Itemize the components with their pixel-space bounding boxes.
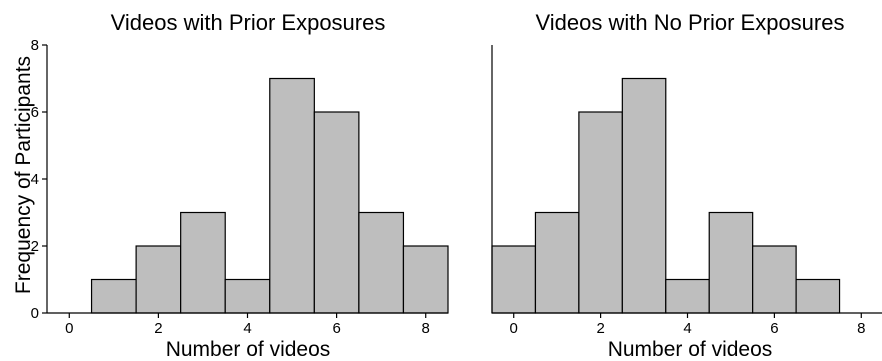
shared-y-axis-label: Frequency of Participants: [12, 56, 35, 294]
bar: [402, 245, 449, 314]
y-tick-label: 6: [31, 104, 39, 121]
x-tick-label: 2: [154, 320, 162, 337]
bar-series: [491, 77, 841, 314]
x-tick-label: 0: [510, 320, 518, 337]
x-tick-label: 6: [332, 320, 340, 337]
bar: [534, 211, 580, 314]
x-tick-label: 8: [422, 320, 430, 337]
x-tick-label: 6: [770, 320, 778, 337]
bar: [491, 245, 537, 314]
bar: [578, 111, 623, 314]
y-tick-label: 0: [31, 305, 39, 322]
bar-series: [90, 77, 449, 314]
bar: [313, 111, 360, 314]
bar: [795, 278, 841, 314]
bar: [708, 211, 754, 314]
panel-title: Videos with Prior Exposures: [111, 10, 386, 35]
bar: [358, 211, 405, 314]
y-tick-label: 4: [31, 171, 39, 188]
x-axis-label: Number of videos: [608, 338, 773, 361]
bar: [752, 245, 797, 314]
x-tick-label: 2: [596, 320, 604, 337]
y-tick-label: 2: [31, 238, 39, 255]
bar: [269, 77, 315, 314]
panel-no-prior-exposures: Videos with No Prior Exposures 0 2 4 6 8 Num…: [491, 10, 882, 361]
x-tick-label: 8: [857, 320, 865, 337]
axes: 0 2 4 6 8 0 2 4 6 8: [31, 37, 448, 337]
x-tick-label: 4: [243, 320, 251, 337]
bar: [224, 278, 271, 314]
bar: [135, 245, 182, 314]
axes: 0 2 4 6 8: [491, 45, 882, 337]
x-tick-label: 0: [65, 320, 73, 337]
y-tick-label: 8: [31, 37, 39, 54]
panel-title: Videos with No Prior Exposures: [536, 10, 845, 35]
bar: [90, 278, 137, 314]
bar: [665, 278, 710, 314]
x-axis-label: Number of videos: [166, 338, 331, 361]
bar: [180, 211, 226, 314]
x-tick-label: 4: [683, 320, 691, 337]
bar: [621, 77, 667, 314]
panel-prior-exposures: Videos with Prior Exposures 0 2 4 6 8 0 2 4 6 8 N…: [31, 10, 449, 361]
